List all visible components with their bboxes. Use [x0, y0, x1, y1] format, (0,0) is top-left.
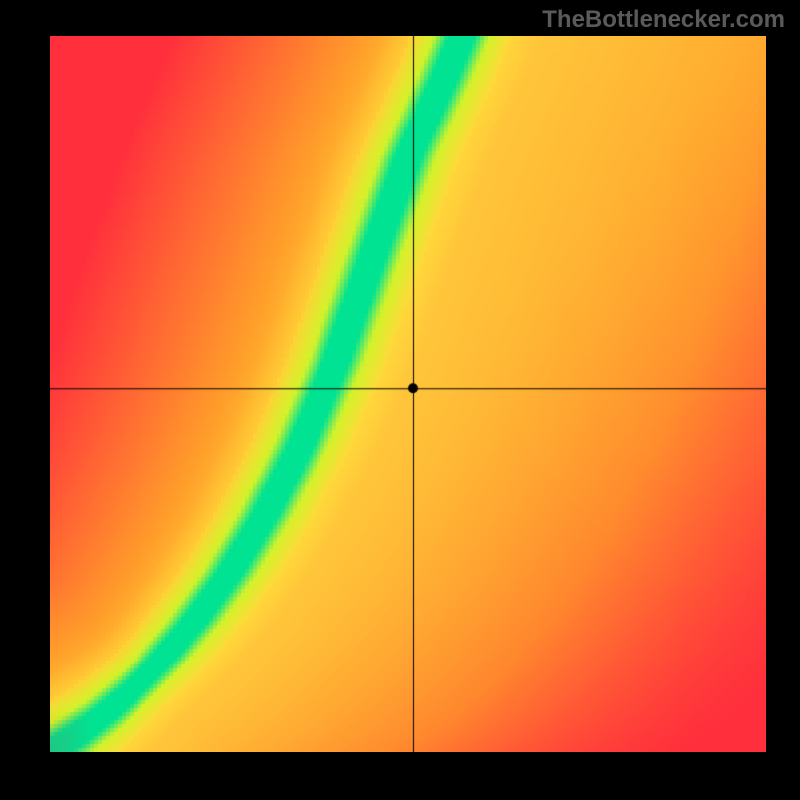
stage: TheBottlenecker.com	[0, 0, 800, 800]
watermark-text: TheBottlenecker.com	[542, 6, 785, 34]
bottleneck-heatmap	[50, 36, 766, 752]
